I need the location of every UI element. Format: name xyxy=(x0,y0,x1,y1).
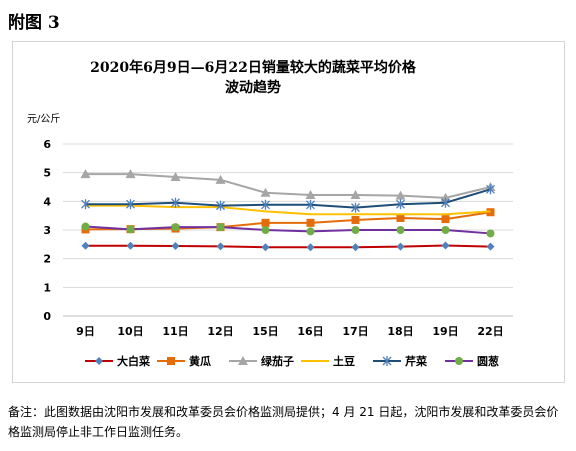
data-point xyxy=(126,241,135,250)
data-point xyxy=(441,197,450,208)
y-tick-labels: 0 1 2 3 4 5 6 xyxy=(43,138,51,323)
data-point xyxy=(171,242,180,251)
y-tick-label: 5 xyxy=(43,167,51,180)
data-point xyxy=(170,171,181,181)
data-point xyxy=(215,174,226,184)
data-point xyxy=(350,190,361,200)
data-point xyxy=(305,190,316,200)
data-point xyxy=(125,169,136,179)
data-point xyxy=(395,190,406,200)
series-lines xyxy=(80,169,496,252)
data-point xyxy=(80,169,91,179)
data-point xyxy=(351,226,360,234)
legend-marker xyxy=(95,357,103,365)
data-point xyxy=(396,199,405,210)
data-point xyxy=(351,215,360,224)
series-5 xyxy=(81,222,495,238)
data-point xyxy=(486,242,495,251)
x-tick-label: 18日 xyxy=(387,325,413,338)
data-point xyxy=(81,199,90,210)
series-3 xyxy=(85,204,491,216)
x-tick-label: 11日 xyxy=(162,325,188,338)
series-line xyxy=(85,173,491,199)
series-line xyxy=(85,244,491,249)
series-4 xyxy=(81,184,495,213)
legend-item: 圆葱 xyxy=(445,354,499,368)
data-point xyxy=(261,199,270,210)
data-point xyxy=(216,223,225,232)
y-tick-label: 4 xyxy=(43,195,51,208)
data-point xyxy=(486,184,495,195)
legend-label: 芹菜 xyxy=(405,354,428,368)
x-tick-label: 9日 xyxy=(76,325,95,338)
legend-item: 黄瓜 xyxy=(157,354,211,368)
legend-label: 大白菜 xyxy=(117,354,151,368)
footnote: 备注：此图数据由沈阳市发展和改革委员会价格监测局提供；4 月 21 日起，沈阳市… xyxy=(8,405,559,439)
chart-title-line1: 2020年6月9日—6月22日销量较大的蔬菜平均价格 xyxy=(90,59,417,76)
data-point xyxy=(126,199,135,210)
legend-label: 土豆 xyxy=(333,354,355,368)
data-point xyxy=(306,243,315,252)
legend-marker xyxy=(382,356,392,366)
series-line xyxy=(85,188,491,209)
legend-item: 土豆 xyxy=(301,354,355,368)
data-point xyxy=(81,222,90,231)
data-point xyxy=(396,226,405,234)
y-tick-label: 0 xyxy=(43,310,51,323)
y-tick-label: 1 xyxy=(43,281,51,294)
x-tick-label: 12日 xyxy=(207,325,233,338)
data-point xyxy=(81,241,90,250)
y-tick-label: 6 xyxy=(43,138,51,151)
data-point xyxy=(441,241,450,250)
data-point xyxy=(441,226,450,234)
data-point xyxy=(351,243,360,252)
x-tick-labels: 9日 10日 11日 12日 15日 16日 17日 18日 19日 22日 xyxy=(76,325,503,338)
data-point xyxy=(306,218,315,227)
series-line xyxy=(85,225,491,235)
data-point xyxy=(486,229,495,238)
data-point xyxy=(216,242,225,251)
legend-item: 大白菜 xyxy=(85,354,151,368)
data-point xyxy=(260,187,271,197)
legend-marker xyxy=(167,357,175,365)
y-axis-label: 元/公斤 xyxy=(27,113,60,125)
data-point xyxy=(396,213,405,222)
series-2 xyxy=(80,169,496,202)
x-tick-label: 16日 xyxy=(297,325,323,338)
data-point xyxy=(261,243,270,252)
legend: 大白菜 黄瓜 绿茄子 土豆 芹菜 圆葱 xyxy=(85,354,499,368)
data-point xyxy=(216,200,225,211)
data-point xyxy=(396,242,405,251)
data-point xyxy=(306,199,315,210)
figure-label: 附图 3 xyxy=(8,13,60,33)
legend-marker xyxy=(238,356,248,365)
data-point xyxy=(171,223,180,232)
chart-title-line2: 波动趋势 xyxy=(225,79,281,96)
y-tick-label: 3 xyxy=(43,224,51,237)
legend-label: 绿茄子 xyxy=(261,354,294,368)
line-chart: 2020年6月9日—6月22日销量较大的蔬菜平均价格 波动趋势 元/公斤 012… xyxy=(27,59,513,368)
x-tick-label: 19日 xyxy=(432,325,458,338)
data-point xyxy=(306,227,315,236)
data-point xyxy=(171,197,180,208)
x-tick-label: 17日 xyxy=(342,325,368,338)
legend-label: 黄瓜 xyxy=(189,354,211,368)
x-tick-label: 22日 xyxy=(477,325,503,338)
data-point xyxy=(126,225,135,234)
data-point xyxy=(351,202,360,213)
data-point xyxy=(261,218,270,227)
legend-item: 绿茄子 xyxy=(229,354,294,368)
x-tick-label: 15日 xyxy=(252,325,278,338)
legend-label: 圆葱 xyxy=(477,354,499,368)
data-point xyxy=(441,215,450,224)
legend-marker xyxy=(455,357,463,365)
data-point xyxy=(261,226,270,234)
x-tick-label: 10日 xyxy=(117,325,143,338)
series-line xyxy=(85,204,491,216)
y-tick-label: 2 xyxy=(43,253,51,266)
legend-item: 芹菜 xyxy=(373,354,428,368)
series-0 xyxy=(81,241,495,252)
